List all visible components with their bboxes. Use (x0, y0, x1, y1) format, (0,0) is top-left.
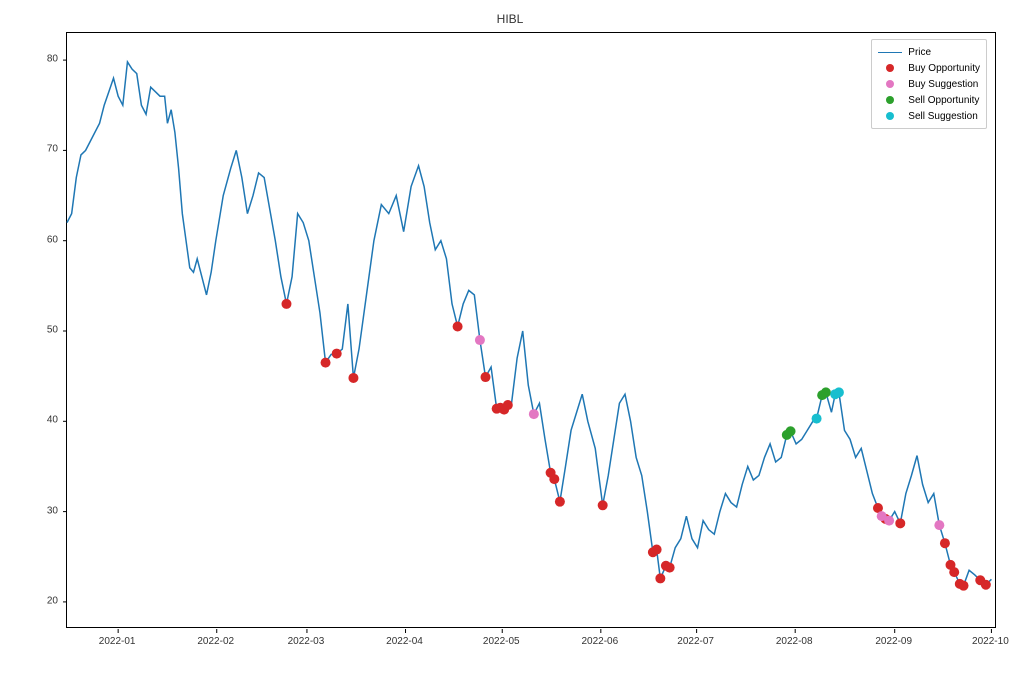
x-tick-label: 2022-07 (677, 636, 714, 647)
legend-dot-swatch (878, 93, 902, 107)
chart-title: HIBL (0, 12, 1020, 26)
legend-label: Sell Opportunity (908, 95, 979, 106)
legend-dot-swatch (878, 77, 902, 91)
legend-label: Sell Suggestion (908, 111, 978, 122)
buy-suggestion-marker (934, 520, 944, 530)
buy-opportunity-marker (940, 538, 950, 548)
buy-opportunity-marker (549, 474, 559, 484)
legend-label: Buy Opportunity (908, 63, 980, 74)
y-tick-label: 70 (47, 144, 58, 155)
y-tick-label: 30 (47, 505, 58, 516)
legend-item: Sell Opportunity (878, 92, 980, 108)
buy-opportunity-marker (655, 573, 665, 583)
legend-dot-swatch (878, 61, 902, 75)
x-tick-label: 2022-02 (197, 636, 234, 647)
buy-opportunity-marker (503, 400, 513, 410)
buy-opportunity-marker (652, 545, 662, 555)
x-tick-label: 2022-08 (776, 636, 813, 647)
legend-line-swatch (878, 45, 902, 59)
buy-opportunity-marker (321, 358, 331, 368)
buy-opportunity-marker (598, 500, 608, 510)
sell-suggestion-marker (834, 387, 844, 397)
legend-item: Buy Suggestion (878, 76, 980, 92)
legend-item: Buy Opportunity (878, 60, 980, 76)
buy-opportunity-marker (895, 518, 905, 528)
buy-opportunity-marker (665, 563, 675, 573)
legend: Price Buy Opportunity Buy Suggestion Sell O… (871, 39, 987, 129)
x-tick-label: 2022-09 (875, 636, 912, 647)
y-tick-label: 50 (47, 325, 58, 336)
sell-opportunity-marker (786, 426, 796, 436)
x-tick-label: 2022-06 (581, 636, 618, 647)
y-tick-label: 80 (47, 54, 58, 65)
x-tick-label: 2022-10 (972, 636, 1009, 647)
buy-suggestion-marker (884, 516, 894, 526)
chart-svg (67, 33, 997, 629)
buy-opportunity-marker (348, 373, 358, 383)
buy-opportunity-marker (281, 299, 291, 309)
buy-opportunity-marker (981, 580, 991, 590)
y-tick-label: 20 (47, 595, 58, 606)
buy-opportunity-marker (959, 581, 969, 591)
legend-label: Price (908, 47, 931, 58)
legend-label: Buy Suggestion (908, 79, 978, 90)
y-tick-label: 40 (47, 415, 58, 426)
buy-suggestion-marker (529, 409, 539, 419)
legend-item: Price (878, 44, 980, 60)
legend-item: Sell Suggestion (878, 108, 980, 124)
y-tick-label: 60 (47, 234, 58, 245)
sell-opportunity-marker (821, 387, 831, 397)
x-tick-label: 2022-03 (288, 636, 325, 647)
buy-suggestion-marker (475, 335, 485, 345)
buy-opportunity-marker (949, 567, 959, 577)
price-line (67, 62, 991, 586)
buy-opportunity-marker (481, 372, 491, 382)
x-tick-label: 2022-01 (99, 636, 136, 647)
buy-opportunity-marker (332, 349, 342, 359)
sell-suggestion-marker (812, 414, 822, 424)
x-tick-label: 2022-05 (483, 636, 520, 647)
x-tick-label: 2022-04 (386, 636, 423, 647)
buy-opportunity-marker (453, 321, 463, 331)
legend-dot-swatch (878, 109, 902, 123)
plot-area: Price Buy Opportunity Buy Suggestion Sell O… (66, 32, 996, 628)
chart-container: HIBL Price Buy Opportunity Buy Suggestion S… (0, 0, 1020, 680)
buy-opportunity-marker (555, 497, 565, 507)
